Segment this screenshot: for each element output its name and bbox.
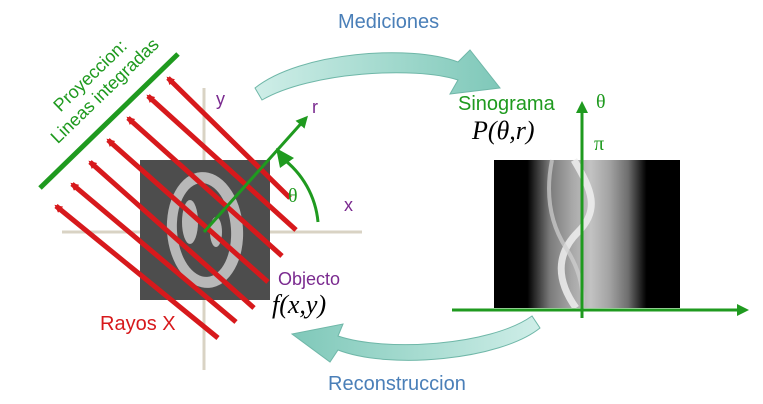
sinogram-function: P(θ,r) <box>472 116 535 145</box>
sinogram-theta-label: θ <box>596 91 606 113</box>
xray-arrows <box>54 76 298 340</box>
y-axis-label: y <box>216 89 225 109</box>
reconstruction-arrow <box>290 315 541 363</box>
objecto-label: Objecto <box>278 269 341 289</box>
sinograma-label: Sinograma <box>458 93 555 115</box>
projection-line <box>38 52 180 190</box>
rayos-x-label: Rayos X <box>100 313 176 335</box>
mediciones-label: Mediciones <box>338 11 440 33</box>
measurement-arrow <box>254 49 501 101</box>
theta-angle-label: θ <box>288 185 298 207</box>
object-function: f(x,y) <box>272 290 327 319</box>
r-axis <box>202 115 309 234</box>
theta-arc-head <box>276 148 294 168</box>
x-axis-label: x <box>344 195 353 215</box>
sinogram-pi-label: π <box>594 133 605 155</box>
r-axis-label: r <box>312 97 318 117</box>
sinogram-trace <box>557 158 595 311</box>
reconstruccion-label: Reconstruccion <box>328 373 466 395</box>
theta-arc <box>281 156 320 223</box>
